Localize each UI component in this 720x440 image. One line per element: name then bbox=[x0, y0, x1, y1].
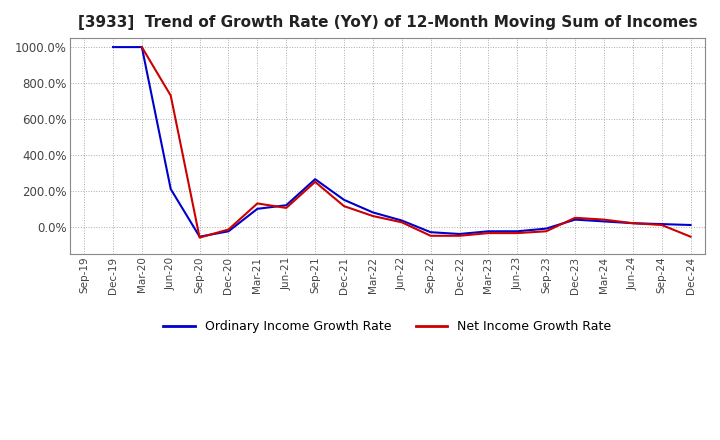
Legend: Ordinary Income Growth Rate, Net Income Growth Rate: Ordinary Income Growth Rate, Net Income … bbox=[158, 315, 616, 338]
Title: [3933]  Trend of Growth Rate (YoY) of 12-Month Moving Sum of Incomes: [3933] Trend of Growth Rate (YoY) of 12-… bbox=[78, 15, 697, 30]
